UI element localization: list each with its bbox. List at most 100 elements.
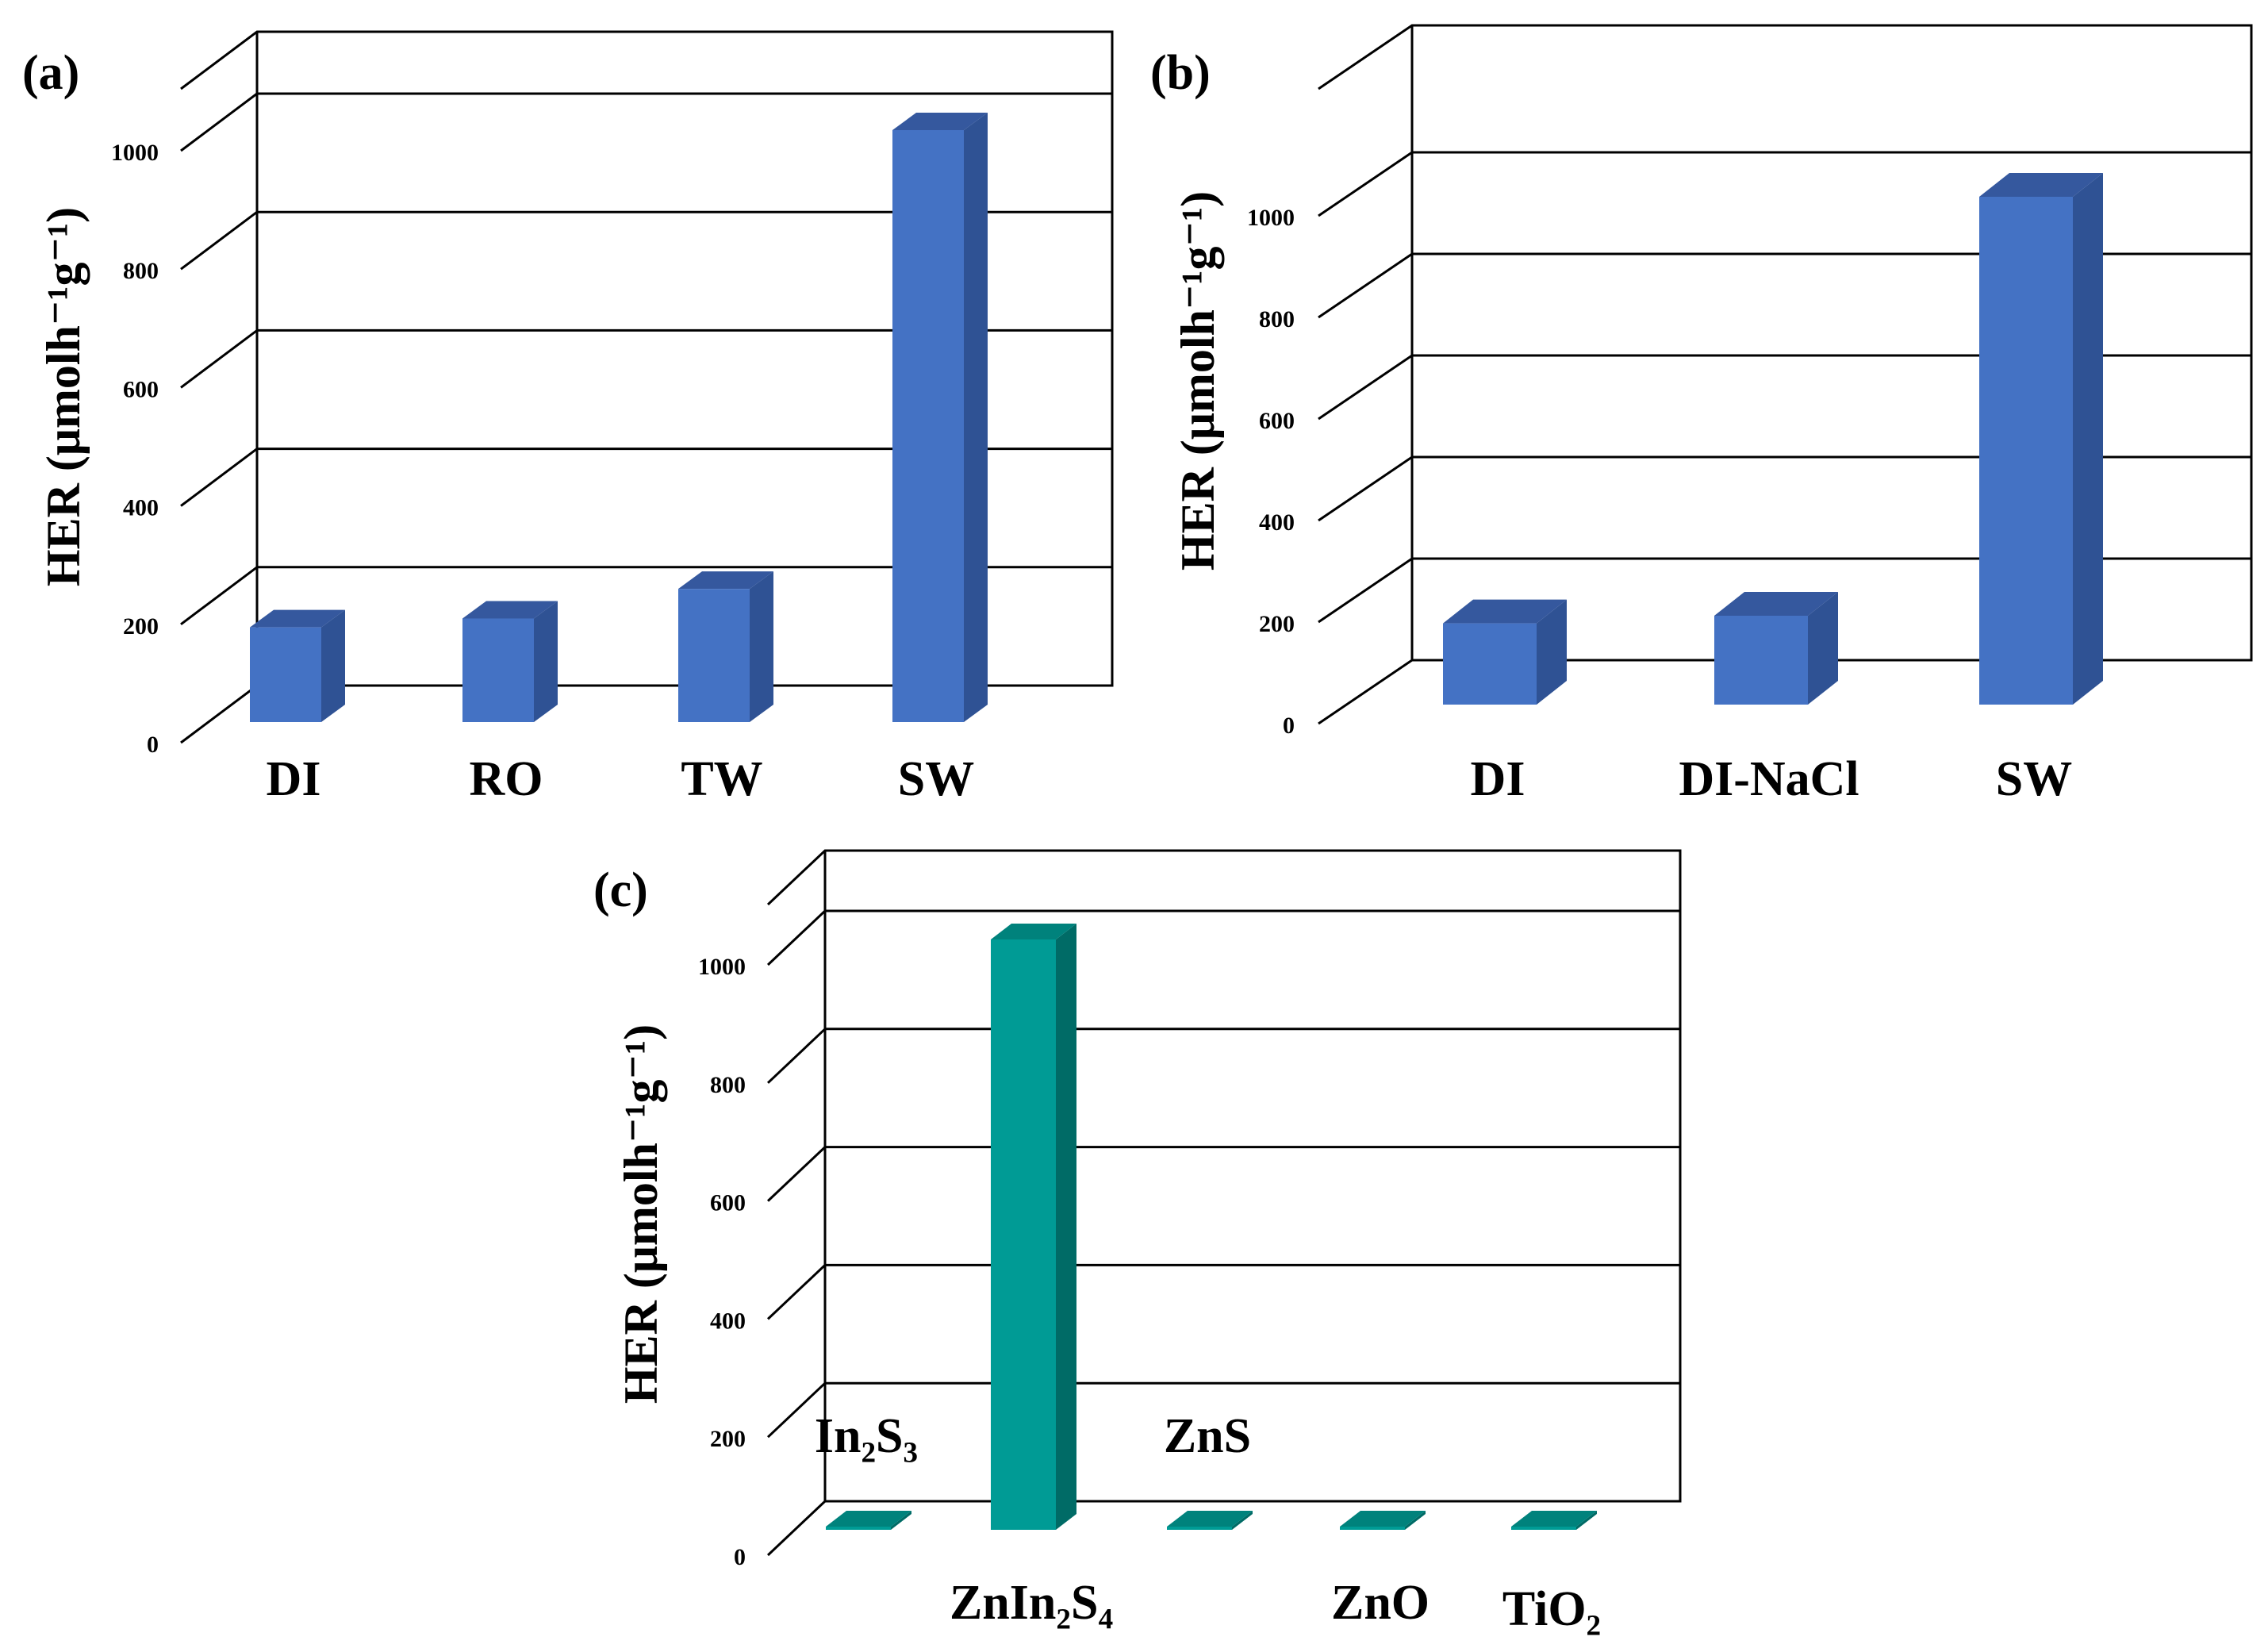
panel-c-bar-top bbox=[1167, 1511, 1253, 1527]
panel-a-bar bbox=[462, 601, 558, 722]
panel-b-bar-top bbox=[1443, 599, 1567, 624]
panel-c-category-label: ZnIn₂S₄ bbox=[950, 1576, 1113, 1630]
panel-b-ytick: 600 bbox=[1259, 408, 1295, 434]
panel-c-bar bbox=[1340, 1511, 1426, 1530]
panel-c-bar bbox=[991, 924, 1076, 1530]
panel-a-side-gridline bbox=[180, 211, 258, 271]
panel-c-side-gridline bbox=[766, 1264, 827, 1320]
panel-a-bar bbox=[250, 609, 345, 722]
panel-b-yticks: 0 200 400 600 800 1000 bbox=[1247, 205, 1295, 739]
panel-b-ytick: 800 bbox=[1259, 306, 1295, 332]
panel-a-bar-top bbox=[462, 601, 558, 619]
panel-c-y-axis-label: HER (μmolh⁻¹g⁻¹) bbox=[615, 1024, 667, 1404]
panel-c-category-label: TiO₂ bbox=[1502, 1582, 1601, 1636]
panel-b-ytick: 1000 bbox=[1247, 205, 1295, 231]
panel-c-bar bbox=[1511, 1511, 1597, 1530]
panel-c-bar-side bbox=[1405, 1511, 1426, 1530]
panel-a-category-label: SW bbox=[898, 752, 974, 806]
panel-c-bar bbox=[826, 1511, 911, 1530]
panel-c-bar-side bbox=[1232, 1511, 1253, 1530]
panel-b-frame bbox=[1318, 24, 2253, 725]
panel-b-side-gridline bbox=[1318, 354, 1413, 421]
panel-c-bar-side bbox=[891, 1511, 911, 1530]
panel-a-bar-side bbox=[534, 601, 558, 722]
panel-a-bar bbox=[678, 571, 773, 722]
panel-a-bars bbox=[250, 113, 988, 722]
panel-c-label: (c) bbox=[593, 863, 648, 917]
panel-c-side-gridline bbox=[766, 1382, 827, 1439]
panel-a-ytick: 800 bbox=[123, 258, 159, 284]
panel-b-bar bbox=[1443, 599, 1567, 705]
panel-b-gridlines bbox=[1318, 151, 2251, 624]
panel-a-frame bbox=[180, 30, 1114, 744]
panel-b-categories: DI DI-NaCl SW bbox=[1471, 752, 2073, 806]
panel-b: (b) 0 200 400 600 800 1000 HER (μmolh⁻¹g… bbox=[1150, 24, 2253, 806]
panel-b-bar-front bbox=[1714, 616, 1808, 705]
panel-a-ytick: 200 bbox=[123, 613, 159, 640]
panel-c-categories: In₂S₃ ZnIn₂S₄ ZnS ZnO TiO₂ bbox=[815, 1409, 1601, 1636]
panel-a-category-label: DI bbox=[267, 752, 321, 806]
panel-c-bar bbox=[1167, 1511, 1253, 1530]
panel-c-bar-top bbox=[1511, 1511, 1597, 1527]
panel-a-ytick: 400 bbox=[123, 495, 159, 521]
panel-a-ytick: 1000 bbox=[111, 140, 159, 166]
panel-a: (a) 0 200 400 600 800 1000 HER (μmolh⁻¹g… bbox=[22, 30, 1114, 806]
panel-a-bar-front bbox=[250, 627, 321, 722]
panel-a-yticks: 0 200 400 600 800 1000 bbox=[111, 140, 159, 758]
panel-c-category-label: In₂S₃ bbox=[815, 1409, 918, 1463]
panel-c-bar-front bbox=[1340, 1527, 1405, 1530]
panel-a-bar-side bbox=[321, 609, 345, 722]
panel-c-category-label: ZnO bbox=[1331, 1576, 1429, 1630]
panel-a-bar-front bbox=[678, 589, 750, 722]
panel-c-bar-front bbox=[826, 1527, 891, 1530]
panel-c-ytick: 800 bbox=[710, 1072, 746, 1098]
panel-b-bar-side bbox=[2073, 173, 2103, 705]
panel-b-category-label: DI-NaCl bbox=[1679, 752, 1859, 806]
panel-a-category-label: TW bbox=[681, 752, 762, 806]
panel-a-bar-front bbox=[462, 618, 534, 722]
panel-a-bar-front bbox=[892, 130, 964, 722]
panel-a-bar-top bbox=[678, 571, 773, 590]
panel-b-bar-side bbox=[1537, 599, 1567, 705]
panel-b-bar bbox=[1979, 173, 2103, 705]
panel-b-bar-front bbox=[1443, 623, 1537, 705]
panel-b-category-label: DI bbox=[1471, 752, 1525, 806]
panel-a-ytick: 0 bbox=[147, 732, 159, 758]
panel-c-side-gridline bbox=[766, 1028, 827, 1084]
panel-a-side-gridline bbox=[180, 92, 258, 152]
panel-c-bar-front bbox=[1167, 1527, 1232, 1530]
panel-c-category-label: ZnS bbox=[1164, 1409, 1251, 1463]
panel-a-side-gridline bbox=[180, 448, 258, 507]
panel-c-side-gridline bbox=[766, 909, 827, 966]
panel-c-frame bbox=[766, 849, 1682, 1557]
panel-c-bar-top bbox=[991, 924, 1076, 939]
panel-b-bars bbox=[1443, 173, 2103, 705]
panel-a-bar bbox=[892, 113, 988, 722]
panel-a-ytick: 600 bbox=[123, 376, 159, 402]
panel-c-bar-front bbox=[1511, 1527, 1576, 1530]
panel-b-ytick: 0 bbox=[1283, 713, 1295, 739]
panel-a-bar-top bbox=[892, 113, 988, 130]
panel-a-bar-top bbox=[250, 609, 345, 628]
panel-c-gridlines bbox=[766, 909, 1680, 1439]
panel-c-side-gridline bbox=[766, 1146, 827, 1202]
panel-a-side-gridline bbox=[180, 566, 258, 625]
panel-a-bar-side bbox=[750, 571, 773, 722]
panel-c-bar-side bbox=[1056, 924, 1076, 1530]
panel-a-y-axis-label: HER (μmolh⁻¹g⁻¹) bbox=[37, 207, 90, 586]
panel-b-side-gridline bbox=[1318, 455, 1413, 522]
panel-a-category-label: RO bbox=[470, 752, 543, 806]
panel-b-side-gridline bbox=[1318, 151, 1413, 217]
panel-c-bar-top bbox=[826, 1511, 911, 1527]
panel-a-categories: DI RO TW SW bbox=[267, 752, 975, 806]
panel-c-ytick: 0 bbox=[734, 1544, 746, 1570]
panel-b-bar-front bbox=[1979, 197, 2073, 705]
panel-c: (c) 0 200 400 600 800 1000 HER (μmolh⁻¹g… bbox=[593, 849, 1682, 1636]
panel-a-side-gridline bbox=[180, 329, 258, 389]
panel-b-ytick: 200 bbox=[1259, 611, 1295, 637]
panel-b-category-label: SW bbox=[1996, 752, 2072, 806]
panel-a-bar-side bbox=[964, 113, 988, 722]
panel-b-label: (b) bbox=[1150, 46, 1211, 100]
panel-c-ytick: 400 bbox=[710, 1308, 746, 1334]
